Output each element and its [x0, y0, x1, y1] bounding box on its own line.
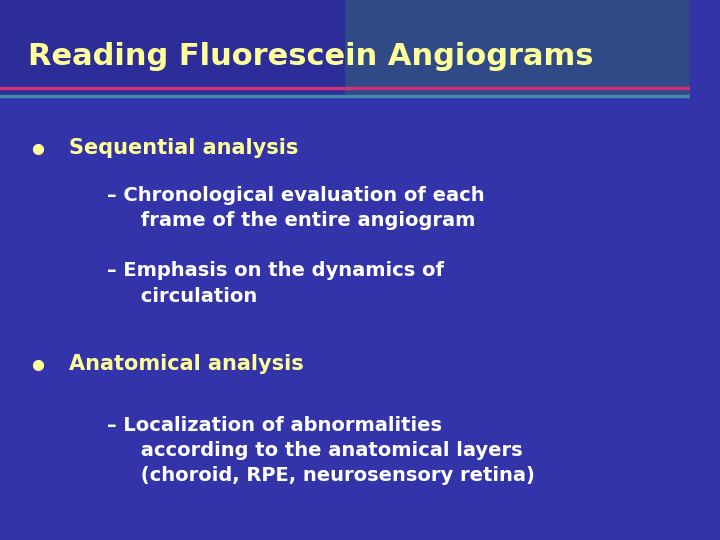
Text: Sequential analysis: Sequential analysis: [69, 138, 298, 159]
Text: Reading Fluorescein Angiograms: Reading Fluorescein Angiograms: [27, 42, 593, 71]
FancyBboxPatch shape: [0, 0, 690, 94]
Text: – Localization of abnormalities
     according to the anatomical layers
     (ch: – Localization of abnormalities accordin…: [107, 416, 535, 485]
Text: – Chronological evaluation of each
     frame of the entire angiogram: – Chronological evaluation of each frame…: [107, 186, 485, 230]
FancyBboxPatch shape: [345, 0, 690, 94]
Text: Anatomical analysis: Anatomical analysis: [69, 354, 304, 375]
Text: – Emphasis on the dynamics of
     circulation: – Emphasis on the dynamics of circulatio…: [107, 261, 444, 306]
